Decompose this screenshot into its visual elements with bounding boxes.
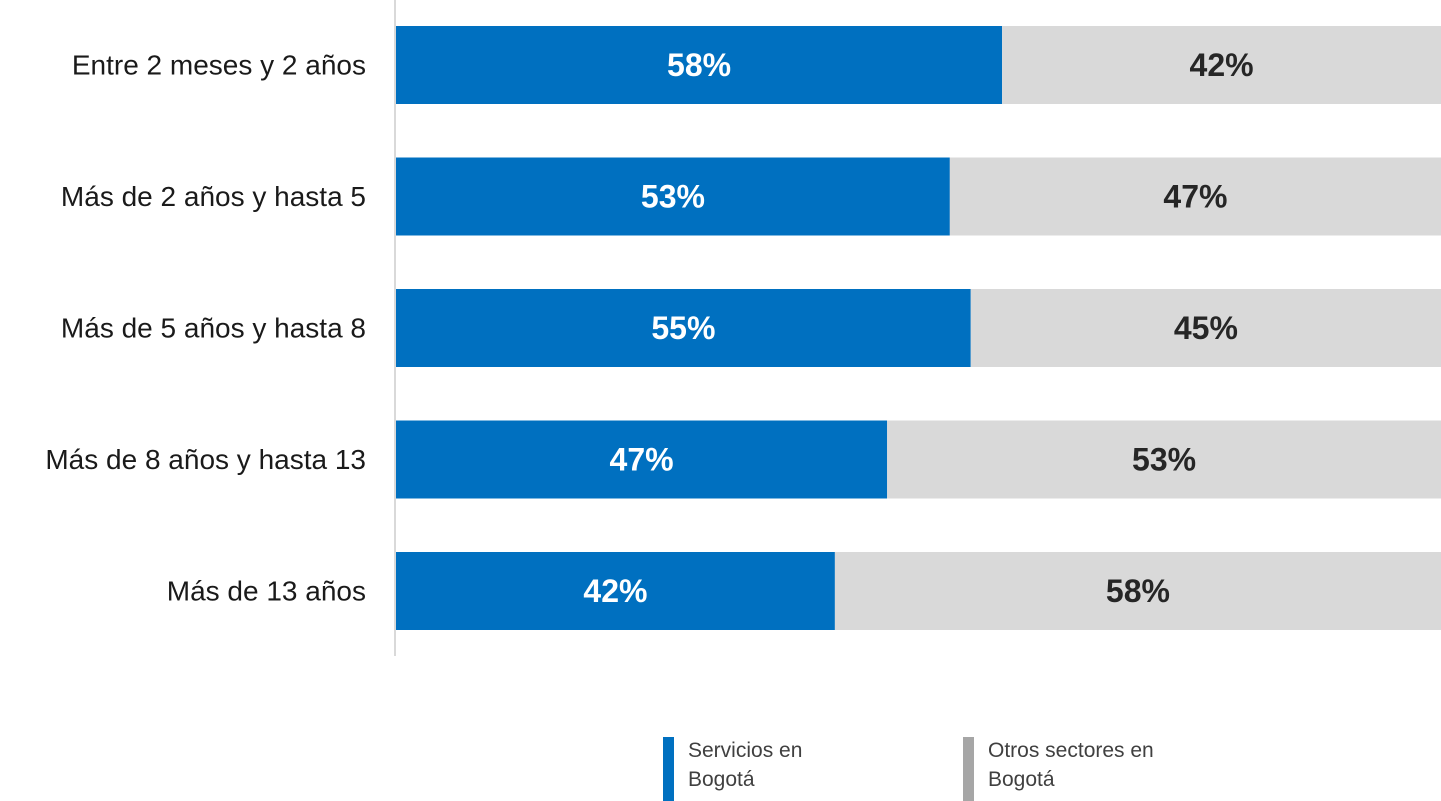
legend-swatch-otros xyxy=(963,737,974,801)
legend-swatch-servicios xyxy=(663,737,674,801)
legend-label-otros: Otros sectores en Bogotá xyxy=(988,736,1203,794)
bar-segment-otros xyxy=(834,552,1441,630)
data-label: 42% xyxy=(1190,47,1254,83)
data-label: 58% xyxy=(667,47,731,83)
data-label: 42% xyxy=(583,573,647,609)
data-label: 47% xyxy=(1163,179,1227,215)
data-label: 53% xyxy=(1132,442,1196,478)
bar-segment-otros xyxy=(887,420,1441,499)
data-label: 58% xyxy=(1106,573,1170,609)
category-label: Más de 8 años y hasta 13 xyxy=(45,444,366,475)
category-label: Más de 2 años y hasta 5 xyxy=(61,181,366,212)
legend-label-otros-line1: Otros sectores en xyxy=(988,739,1154,762)
bar-segment-servicios xyxy=(396,289,971,367)
bar-segment-otros xyxy=(970,289,1441,367)
legend-label-otros-line2: Bogotá xyxy=(988,768,1055,791)
legend-item-otros: Otros sectores en Bogotá xyxy=(963,736,1203,801)
legend-label-servicios: Servicios en Bogotá xyxy=(688,736,903,794)
legend-label-servicios-line1: Servicios en xyxy=(688,739,803,762)
category-label: Entre 2 meses y 2 años xyxy=(72,50,366,81)
category-label: Más de 5 años y hasta 8 xyxy=(61,313,366,344)
category-labels: Entre 2 meses y 2 años Más de 2 años y ha… xyxy=(45,50,366,607)
bars-group: 58% 42% 53% 47% 55% 45% 47% 53% 42% 58% xyxy=(396,26,1441,630)
bar-segment-servicios xyxy=(396,157,950,236)
data-label: 55% xyxy=(651,310,715,346)
bar-segment-otros xyxy=(1002,26,1441,104)
category-label: Más de 13 años xyxy=(167,576,366,607)
data-label: 53% xyxy=(641,179,705,215)
bar-segment-servicios xyxy=(396,420,888,499)
bar-segment-servicios xyxy=(396,26,1003,104)
bar-segment-servicios xyxy=(396,552,835,630)
data-label: 45% xyxy=(1174,310,1238,346)
bar-segment-otros xyxy=(949,157,1441,236)
legend-item-servicios: Servicios en Bogotá xyxy=(663,736,903,801)
legend-label-servicios-line2: Bogotá xyxy=(688,768,755,791)
stacked-bar-chart: 58% 42% 53% 47% 55% 45% 47% 53% 42% 58% Entre 2 m… xyxy=(45,0,1441,656)
data-label: 47% xyxy=(610,442,674,478)
